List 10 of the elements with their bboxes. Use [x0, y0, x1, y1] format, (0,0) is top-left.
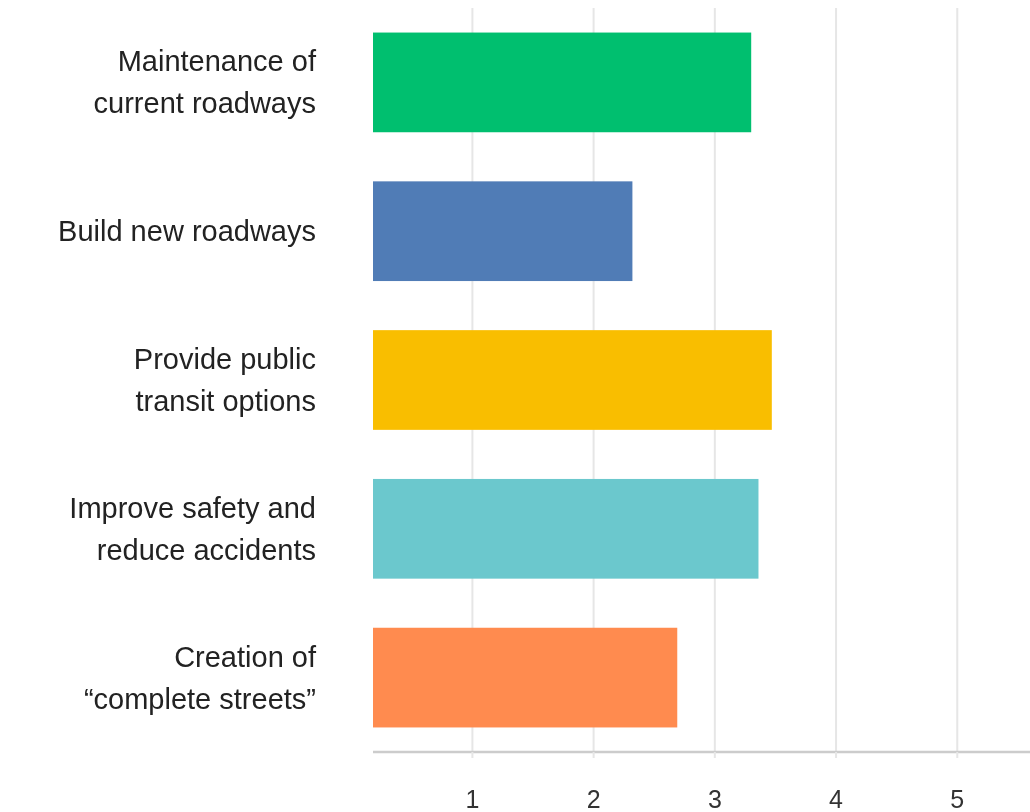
x-tick-label: 2 — [586, 785, 601, 812]
y-tick-label: Build new roadways — [58, 215, 316, 248]
y-tick-label: Improve safety and reduce accidents — [69, 491, 316, 566]
x-tick-label: 4 — [829, 785, 844, 812]
y-tick-label: Creation of “complete streets” — [83, 640, 317, 715]
x-tick-label: 5 — [950, 785, 965, 812]
x-tick-label: 3 — [707, 785, 722, 812]
y-tick-label: Provide public transit options — [133, 343, 316, 417]
y-tick-label: Maintenance of current roadways — [93, 45, 317, 120]
x-tick-label: 1 — [465, 785, 480, 812]
